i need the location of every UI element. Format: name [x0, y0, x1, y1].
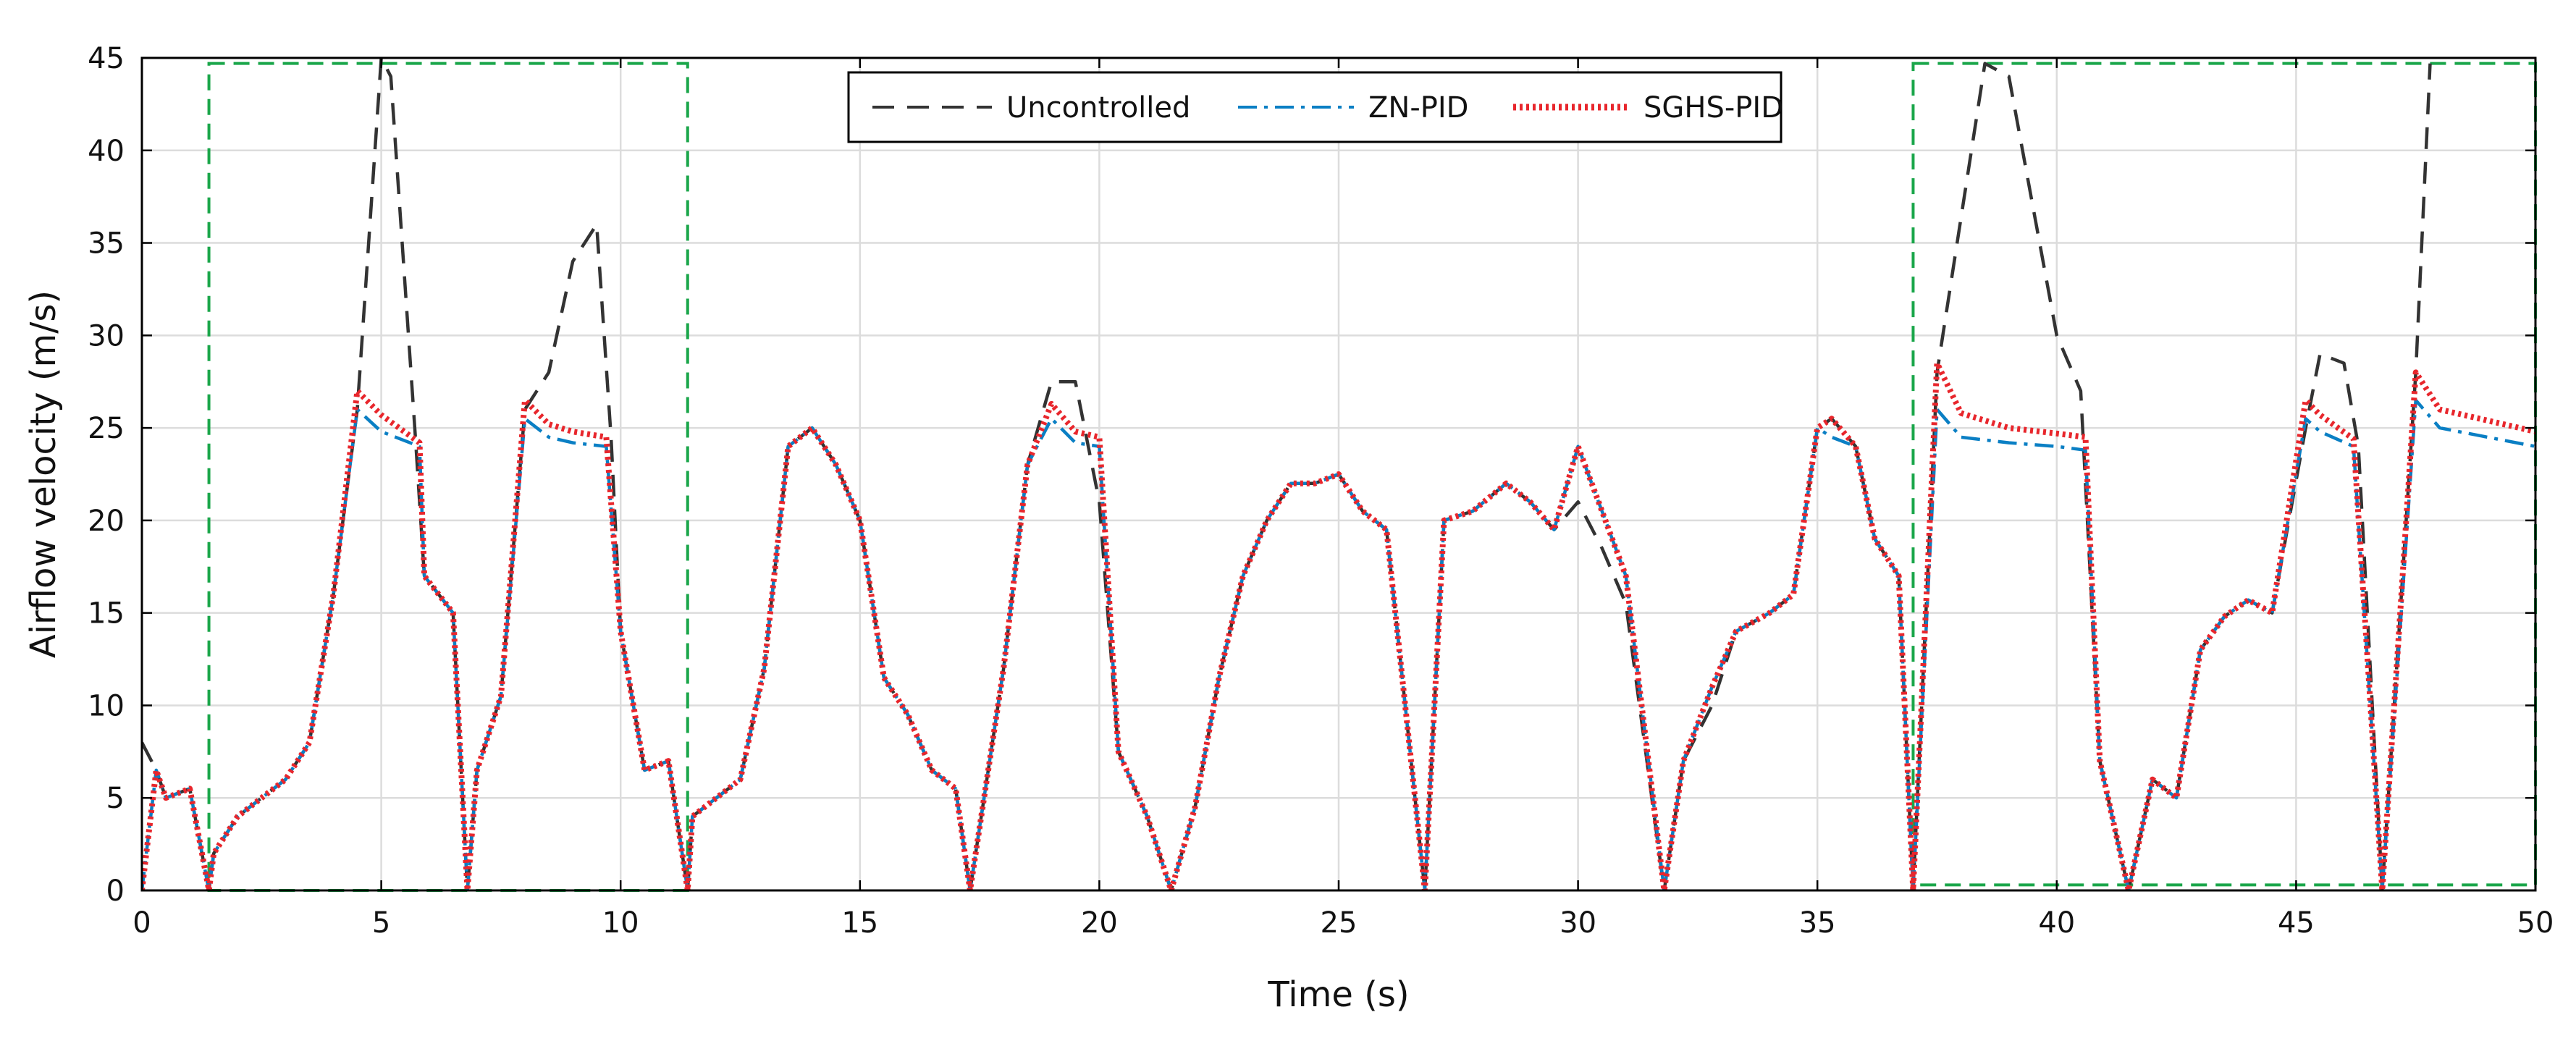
- y-tick-labels: 0 5 10 15 20 25 30 35 40 45: [88, 42, 125, 908]
- legend-label-uncontrolled: Uncontrolled: [1006, 91, 1190, 125]
- y-tick-label: 30: [88, 319, 125, 353]
- legend-label-zn-pid: ZN-PID: [1368, 91, 1468, 125]
- highlight-regions: [207, 62, 2537, 893]
- y-axis-label: Airflow velocity (m/s): [23, 290, 64, 658]
- legend: Uncontrolled ZN-PID SGHS-PID: [847, 71, 1783, 143]
- highlight-region-2: [1911, 62, 2537, 887]
- y-tick-label: 45: [88, 42, 125, 75]
- x-tick-label: 10: [602, 906, 639, 940]
- x-tick-label: 15: [841, 906, 878, 940]
- x-tick-label: 25: [1321, 906, 1358, 940]
- x-tick-label: 45: [2278, 906, 2315, 940]
- axis-ticks: [140, 56, 2537, 892]
- x-axis-label: Time (s): [1267, 974, 1409, 1015]
- x-tick-label: 50: [2517, 906, 2554, 940]
- y-tick-label: 5: [106, 782, 125, 815]
- x-tick-labels: 0 5 10 15 20 25 30 35 40 45 50: [132, 906, 2554, 940]
- x-tick-label: 5: [372, 906, 390, 940]
- y-tick-label: 40: [88, 135, 125, 168]
- y-tick-label: 10: [88, 689, 125, 722]
- x-tick-label: 40: [2038, 906, 2075, 940]
- x-tick-label: 30: [1560, 906, 1596, 940]
- series-line-sghs-pid: [142, 360, 2535, 890]
- y-tick-label: 15: [88, 597, 125, 631]
- x-tick-label: 20: [1081, 906, 1118, 940]
- x-tick-label: 0: [132, 906, 151, 940]
- y-tick-label: 25: [88, 412, 125, 445]
- highlight-region-1: [207, 62, 689, 893]
- y-tick-label: 35: [88, 227, 125, 261]
- x-tick-label: 35: [1799, 906, 1836, 940]
- data-series: [142, 58, 2535, 890]
- legend-label-sghs-pid: SGHS-PID: [1643, 91, 1783, 125]
- y-tick-label: 20: [88, 505, 125, 538]
- y-tick-label: 0: [106, 874, 125, 908]
